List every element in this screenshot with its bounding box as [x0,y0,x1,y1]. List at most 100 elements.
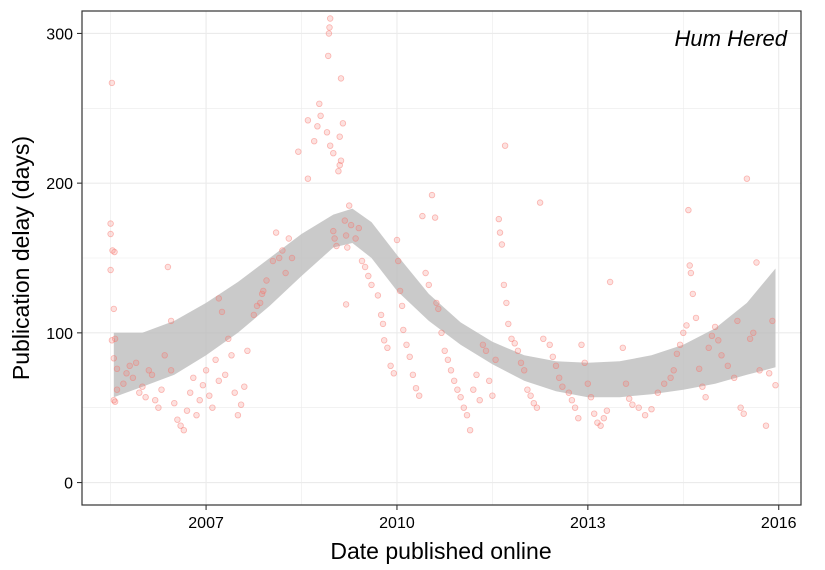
data-point [444,356,452,363]
data-point [431,214,439,221]
data-point [505,320,512,328]
data-point [377,311,385,319]
data-point [396,287,404,295]
data-point [521,367,528,374]
data-point [202,367,210,374]
data-point [111,248,118,256]
data-point [244,347,251,354]
data-point [746,335,754,342]
data-point [419,212,426,220]
data-point [603,407,611,414]
data-point [578,341,585,348]
data-point [331,235,338,242]
y-axis-title: Publication delay (days) [8,136,34,380]
data-point [451,377,458,384]
data-point [648,406,655,413]
data-point [352,235,359,242]
data-point [327,142,334,149]
data-point [705,344,712,351]
data-point [486,377,493,384]
x-tick-label: 2013 [570,515,606,532]
data-point [492,356,499,363]
data-point [412,385,420,392]
data-point [395,257,402,265]
journal-label: Hum Hered [675,26,788,51]
data-point [559,383,566,390]
data-point [139,383,146,390]
data-point [393,236,401,244]
data-point [530,400,537,407]
data-point [142,394,149,401]
data-point [685,206,692,214]
data-point [676,341,684,348]
data-point [689,290,696,298]
data-point [218,308,226,316]
data-point [400,326,407,334]
data-point [330,149,337,157]
data-point [581,359,588,366]
data-point [148,371,156,378]
data-point [113,365,121,372]
data-point [314,123,321,130]
data-point [272,229,280,236]
data-point [460,404,467,411]
data-point [330,227,337,235]
y-tick-label: 200 [46,176,73,193]
data-point [180,427,187,434]
data-point [699,383,706,390]
data-point [336,133,343,140]
data-point [107,230,114,238]
data-point [295,148,302,155]
data-point [496,229,504,236]
data-point [533,404,541,411]
data-point [635,404,642,411]
data-point [575,415,582,422]
data-point [715,337,722,344]
data-point [316,100,323,107]
data-point [708,332,716,339]
data-point [501,142,509,149]
y-tick-label: 300 [46,26,73,43]
smooth-confidence-ribbon [113,208,776,398]
data-point [597,422,604,429]
data-point [206,392,213,399]
data-point [495,215,502,223]
data-point [540,335,547,342]
data-point [129,374,137,381]
data-point [355,224,362,232]
data-point [438,329,445,336]
data-point [317,112,324,119]
data-point [724,362,731,369]
data-point [325,30,333,37]
data-point [110,305,117,313]
data-point [183,407,191,414]
data-point [387,362,394,369]
data-point [667,374,674,381]
data-point [333,242,340,250]
data-point [381,337,388,344]
data-point [683,322,690,329]
data-point [536,199,544,206]
data-point [425,281,432,289]
data-point [209,404,216,411]
x-axis-title: Date published online [330,538,551,564]
data-point [384,344,391,351]
data-point [215,377,222,384]
data-point [193,412,200,419]
data-point [398,302,406,310]
data-point [454,386,461,393]
data-point [470,386,477,393]
y-axis-ticks: 0 100 200 300 [46,26,82,493]
data-point [517,359,525,366]
data-point [552,362,560,369]
data-point [606,278,614,286]
data-point [511,340,518,347]
data-point [591,410,598,417]
data-point [342,232,350,239]
data-point [111,335,119,342]
data-point [155,404,162,411]
data-point [673,350,681,357]
data-point [111,398,119,405]
data-point [196,397,203,404]
